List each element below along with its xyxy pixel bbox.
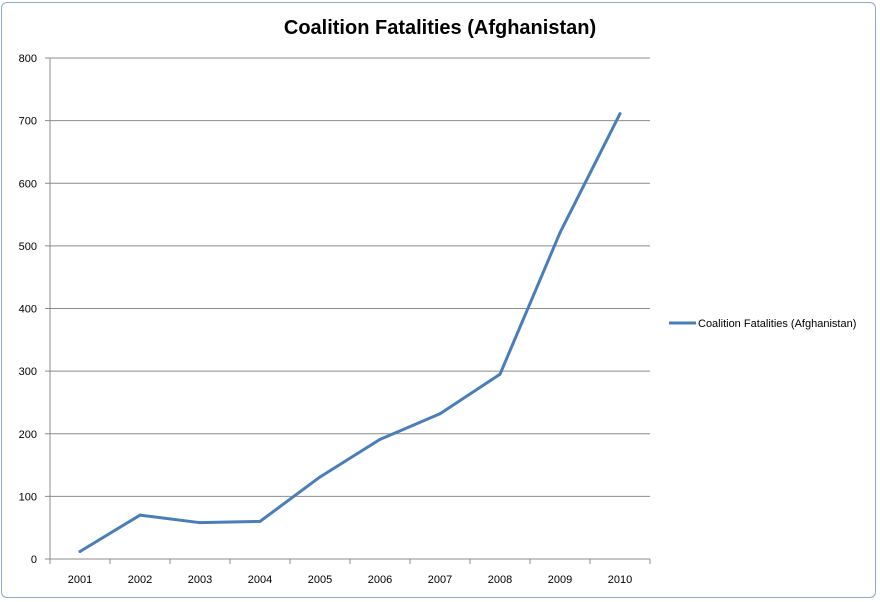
series-layer [78,112,622,553]
x-tick-label: 2001 [68,574,92,586]
x-tick-label: 2002 [128,574,152,586]
gridlines [50,57,650,497]
x-axis-tick-labels: 2001 2002 2003 2004 2005 2006 2007 2008 2009 2010 [68,574,632,586]
data-point [438,412,442,416]
legend-label: Coalition Fatalities (Afghanistan) [698,318,856,330]
data-point [198,521,202,525]
data-point [138,513,142,517]
series-line [78,112,622,553]
y-tick-label: 800 [19,53,37,65]
y-tick-label: 200 [19,429,37,441]
x-tick-label: 2010 [608,574,632,586]
y-tick-label: 600 [19,178,37,190]
x-tick-label: 2005 [308,574,332,586]
data-point [618,112,622,116]
x-tick-label: 2007 [428,574,452,586]
y-tick-label: 0 [31,554,37,566]
x-tick-label: 2004 [248,574,272,586]
y-axis-tick-labels: 0 100 200 300 400 500 600 700 800 [19,53,37,566]
y-tick-label: 500 [19,241,37,253]
data-point [318,475,322,479]
y-tick-label: 700 [19,116,37,128]
y-tick-label: 300 [19,366,37,378]
data-point [498,372,502,376]
x-tick-label: 2009 [548,574,572,586]
legend: Coalition Fatalities (Afghanistan) [669,318,856,330]
data-point [258,519,262,523]
data-point [78,549,82,553]
data-point [378,437,382,441]
y-tick-label: 400 [19,304,37,316]
x-tick-label: 2006 [368,574,392,586]
data-point [558,231,562,235]
y-tick-label: 100 [19,491,37,503]
x-tick-label: 2008 [488,574,512,586]
chart-title: Coalition Fatalities (Afghanistan) [283,17,597,39]
axes [45,57,651,564]
x-tick-label: 2003 [188,574,212,586]
